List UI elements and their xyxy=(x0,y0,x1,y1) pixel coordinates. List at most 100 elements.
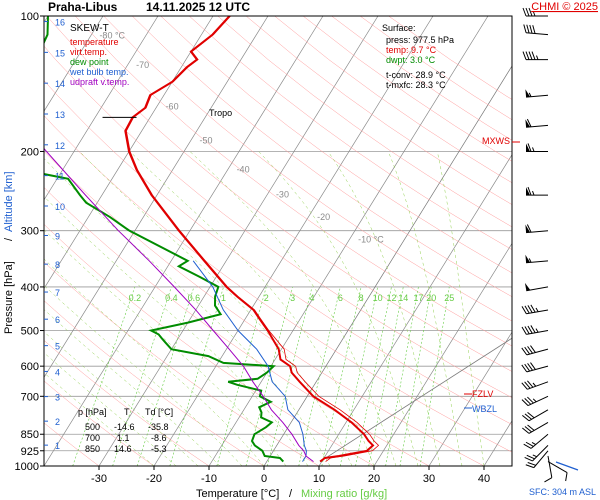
wind-barb-staff xyxy=(526,330,549,335)
isotherm-label: -50 xyxy=(200,135,213,145)
table-cell: 14.6 xyxy=(114,444,132,454)
mixing-ratio-line xyxy=(298,286,341,466)
wind-barb-feather xyxy=(521,364,528,373)
table-row: 850 14.6 -5.3 xyxy=(85,444,167,454)
wind-barb-staff xyxy=(528,409,549,422)
wind-barb-staff xyxy=(526,365,549,373)
wind-barb-half-feather xyxy=(532,382,537,387)
table-header-t: T xyxy=(124,407,130,417)
pressure-tick-label: 925 xyxy=(21,446,39,458)
mixing-ratio-line xyxy=(216,286,267,466)
dry-adiabat-line xyxy=(75,16,512,347)
table-cell: -8.6 xyxy=(151,433,167,443)
table-row: 700 1.1 -8.6 xyxy=(85,433,167,443)
moist-adiabat-line xyxy=(129,151,375,466)
surface-temp: temp: 9.7 °C xyxy=(386,45,437,55)
tropopause-label: Tropo xyxy=(209,108,232,118)
isotherm-line xyxy=(44,16,324,466)
legend-item-virt-temp: virt.temp. xyxy=(70,47,107,57)
wind-barb-flag xyxy=(526,187,530,196)
udpraft-v-temp-line xyxy=(44,147,314,463)
dry-adiabat-line xyxy=(46,16,512,372)
wind-barb-half-feather xyxy=(528,92,532,97)
wind-barb-staff xyxy=(526,230,549,234)
altitude-tick-label: 4 xyxy=(55,367,60,377)
wind-barb-flag xyxy=(525,119,531,128)
wind-barb-feather xyxy=(527,305,533,313)
altitude-tick-label: 6 xyxy=(55,315,60,325)
altitude-tick-label: 12 xyxy=(55,141,65,151)
datetime-title: 14.11.2025 12 UTC xyxy=(146,0,250,14)
mixing-ratio-label: 10 xyxy=(373,293,383,303)
dry-adiabat-line xyxy=(189,16,512,250)
wind-barb-feather xyxy=(521,399,529,406)
wind-barb-feather xyxy=(524,397,532,405)
wind-barb-feather xyxy=(527,424,535,431)
sfc-label: SFC: 304 m ASL xyxy=(529,487,596,497)
axes: 1002003004005006007008509251000123456789… xyxy=(15,11,491,485)
pressure-tick-label: 200 xyxy=(21,146,39,158)
wind-barb-feather xyxy=(527,380,534,388)
moist-adiabat-line xyxy=(79,151,353,466)
wind-barb-feather xyxy=(532,25,536,34)
wind-barb-feather xyxy=(525,51,530,60)
table-cell: -5.3 xyxy=(151,444,167,454)
mixing-ratio-label: 6 xyxy=(338,293,343,303)
wind-barb-feather xyxy=(525,7,530,17)
wind-barb-feather xyxy=(526,454,535,460)
temperature-line xyxy=(124,16,375,463)
wind-barb-staff xyxy=(547,455,553,478)
isotherm-line xyxy=(153,16,434,466)
moist-adiabat-line xyxy=(44,285,243,466)
pressure-tick-label: 600 xyxy=(21,361,39,373)
isotherm-label: -20 xyxy=(317,212,330,222)
dry-adiabat-line xyxy=(44,115,512,453)
wind-barb-feather xyxy=(527,325,533,334)
wind-barb-half-feather xyxy=(532,190,535,196)
mixing-ratio-label: 0.4 xyxy=(165,293,178,303)
wind-barb-flag xyxy=(525,89,531,98)
legend-item-temperature: temperature xyxy=(70,37,119,47)
wind-barb-feather xyxy=(524,381,531,389)
altitude-tick-label: 16 xyxy=(55,18,65,28)
dry-adiabat-line xyxy=(245,16,512,205)
dry-adiabat-line xyxy=(44,340,210,466)
wind-barb-half-feather xyxy=(532,398,537,403)
dry-adiabat-line xyxy=(160,16,512,274)
mixing-ratio-line xyxy=(136,286,195,466)
wind-barb-feather xyxy=(530,325,536,334)
mixing-ratio-label: 12 xyxy=(386,293,396,303)
wind-barb-feather xyxy=(522,427,530,434)
isotherm-label: -80 °C xyxy=(99,31,125,41)
wind-barb xyxy=(525,89,549,98)
wind-barb-feather xyxy=(525,464,535,469)
moist-adiabat-line xyxy=(44,229,287,466)
mixing-ratio-label: 25 xyxy=(444,293,454,303)
isotherm-line xyxy=(373,242,512,466)
moist-adiabat-line xyxy=(327,151,441,466)
isotherm-line xyxy=(318,154,512,466)
moist-adiabat-line xyxy=(189,151,397,466)
altitude-tick-label: 7 xyxy=(55,288,60,298)
legend-title: SKEW-T xyxy=(70,23,109,34)
surface-tconv: t-conv: 28.9 °C xyxy=(386,70,446,80)
wind-barb-feather xyxy=(544,477,553,483)
legend-item-wet-bulb: wet bulb temp. xyxy=(69,67,129,77)
table-cell: 1.1 xyxy=(117,433,130,443)
wind-barb-feather xyxy=(528,51,533,60)
altitude-tick-label: 13 xyxy=(55,110,65,120)
pressure-tick-label: 500 xyxy=(21,326,39,338)
table-header-p: p [hPa] xyxy=(78,407,107,417)
mixing-ratio-label: 20 xyxy=(426,293,436,303)
altitude-tick-label: 14 xyxy=(55,79,65,89)
wind-barb-feather xyxy=(522,7,527,17)
y-axis-label-altitude: Altitude [km] xyxy=(3,171,15,232)
y-axis-label-pressure: Pressure [hPa] xyxy=(3,261,15,334)
wind-barb-flag xyxy=(525,224,531,233)
wind-barb-feather xyxy=(524,326,530,335)
dry-adiabat-line xyxy=(44,300,265,466)
surface-tmxfc: t-mxfc: 28.3 °C xyxy=(386,80,446,90)
altitude-tick-label: 15 xyxy=(55,48,65,58)
isotherm-label: -10 °C xyxy=(358,234,384,244)
mixing-ratio-axis-label: Mixing ratio [g/kg] xyxy=(301,488,387,500)
